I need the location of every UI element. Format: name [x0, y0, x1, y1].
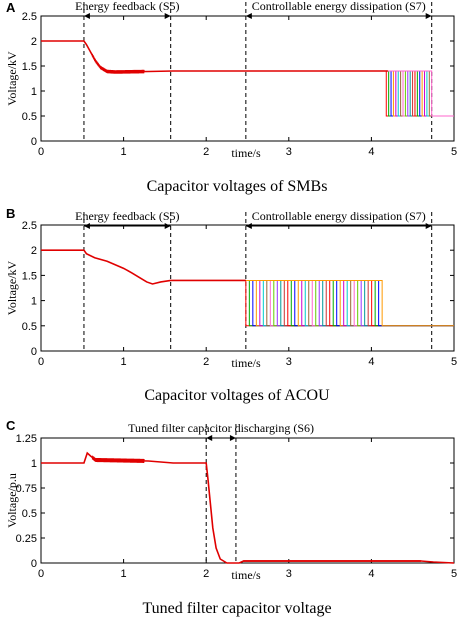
y-tick-label: 2.5: [22, 11, 37, 23]
x-axis-label: time/s: [231, 146, 261, 160]
y-axis-label: Voltage/p.u: [5, 473, 19, 528]
x-tick-label: 0: [38, 356, 44, 368]
annotation-arrowhead-left: [245, 223, 252, 229]
x-tick-label: 2: [203, 356, 209, 368]
caption-b: Capacitor voltages of ACOU: [144, 387, 330, 404]
caption-a: Capacitor voltages of SMBs: [147, 178, 328, 195]
series-oscillation: [91, 455, 145, 463]
x-tick-label: 1: [121, 356, 127, 368]
x-tick-label: 4: [368, 146, 374, 158]
y-tick-label: 0.25: [16, 533, 37, 545]
annotation-arrowhead-left: [206, 435, 213, 441]
y-tick-label: 1.5: [22, 61, 37, 73]
annotation-arrowhead-left: [83, 223, 90, 229]
y-tick-label: 1.5: [22, 270, 37, 282]
x-axis-label: time/s: [231, 568, 261, 582]
x-tick-label: 5: [451, 146, 457, 158]
annotation-arrowhead-right: [425, 13, 432, 19]
x-tick-label: 1: [121, 146, 127, 158]
series-oscillation: [91, 53, 145, 74]
y-tick-label: 0: [31, 136, 37, 148]
y-tick-label: 0.5: [22, 111, 37, 123]
x-tick-label: 3: [286, 568, 292, 580]
y-tick-label: 0: [31, 346, 37, 358]
axes-box: [40, 15, 455, 142]
x-tick-label: 3: [286, 356, 292, 368]
chart-panel-a: 0 1 2 3 4 5 0 0.5 1 1.5 2 2.5 Voltage/kV time/s Energy…: [5, 0, 457, 160]
annotation-arrowhead-right: [425, 223, 432, 229]
y-axis-label: Voltage/kV: [5, 51, 19, 106]
series-line: [41, 451, 455, 564]
axes-box: [40, 224, 455, 352]
x-axis-label: time/s: [231, 356, 261, 370]
y-tick-label: 1.25: [16, 433, 37, 445]
capacitor-voltage-trace: [245, 279, 454, 327]
y-tick-label: 1: [31, 296, 37, 308]
annotation-label: Controllable energy dissipation (S7): [252, 209, 426, 223]
annotation-label: Energy feedback (S5): [75, 0, 179, 13]
chart-panel-b: 0 1 2 3 4 5 0 0.5 1 1.5 2 2.5 Voltage/kV time/s Energy…: [5, 209, 457, 370]
x-tick-label: 0: [38, 146, 44, 158]
series-oscillation: [242, 560, 422, 562]
annotation-label: Energy feedback (S5): [75, 209, 179, 223]
annotation-arrowhead-right: [229, 435, 236, 441]
y-tick-label: 2: [31, 245, 37, 257]
x-tick-label: 5: [451, 356, 457, 368]
y-axis-label: Voltage/kV: [5, 260, 19, 315]
panel-letter-b: B: [6, 206, 15, 221]
y-tick-label: 0.5: [22, 508, 37, 520]
annotation-label: Tuned filter capacitor discharging (S6): [128, 421, 314, 435]
x-tick-label: 1: [121, 568, 127, 580]
y-tick-label: 0.75: [16, 483, 37, 495]
y-tick-label: 1: [31, 86, 37, 98]
capacitor-voltage-trace: [245, 279, 454, 327]
series-line: [41, 249, 246, 285]
capacitor-voltage-trace: [386, 70, 454, 117]
x-tick-label: 4: [368, 568, 374, 580]
axes-box: [40, 437, 455, 564]
y-tick-label: 2: [31, 36, 37, 48]
x-tick-label: 3: [286, 146, 292, 158]
panel-letter-c: C: [6, 418, 16, 433]
y-tick-label: 2.5: [22, 220, 37, 232]
x-tick-label: 5: [451, 568, 457, 580]
annotation-arrowhead-left: [83, 13, 90, 19]
y-tick-label: 1: [31, 458, 37, 470]
capacitor-voltage-trace: [386, 70, 454, 117]
x-tick-label: 0: [38, 568, 44, 580]
annotation-arrowhead-right: [164, 13, 171, 19]
x-tick-label: 2: [203, 568, 209, 580]
panel-letter-a: A: [6, 0, 16, 15]
caption-c: Tuned filter capacitor voltage: [142, 600, 331, 617]
y-tick-label: 0: [31, 558, 37, 570]
chart-panel-c: 0 1 2 3 4 5 0 0.25 0.5 0.75 1 1.25 Voltage/p.u time/s…: [5, 421, 457, 582]
y-tick-label: 0.5: [22, 321, 37, 333]
x-tick-label: 4: [368, 356, 374, 368]
x-tick-label: 2: [203, 146, 209, 158]
annotation-arrowhead-left: [245, 13, 252, 19]
annotation-arrowhead-right: [164, 223, 171, 229]
annotation-label: Controllable energy dissipation (S7): [252, 0, 426, 13]
